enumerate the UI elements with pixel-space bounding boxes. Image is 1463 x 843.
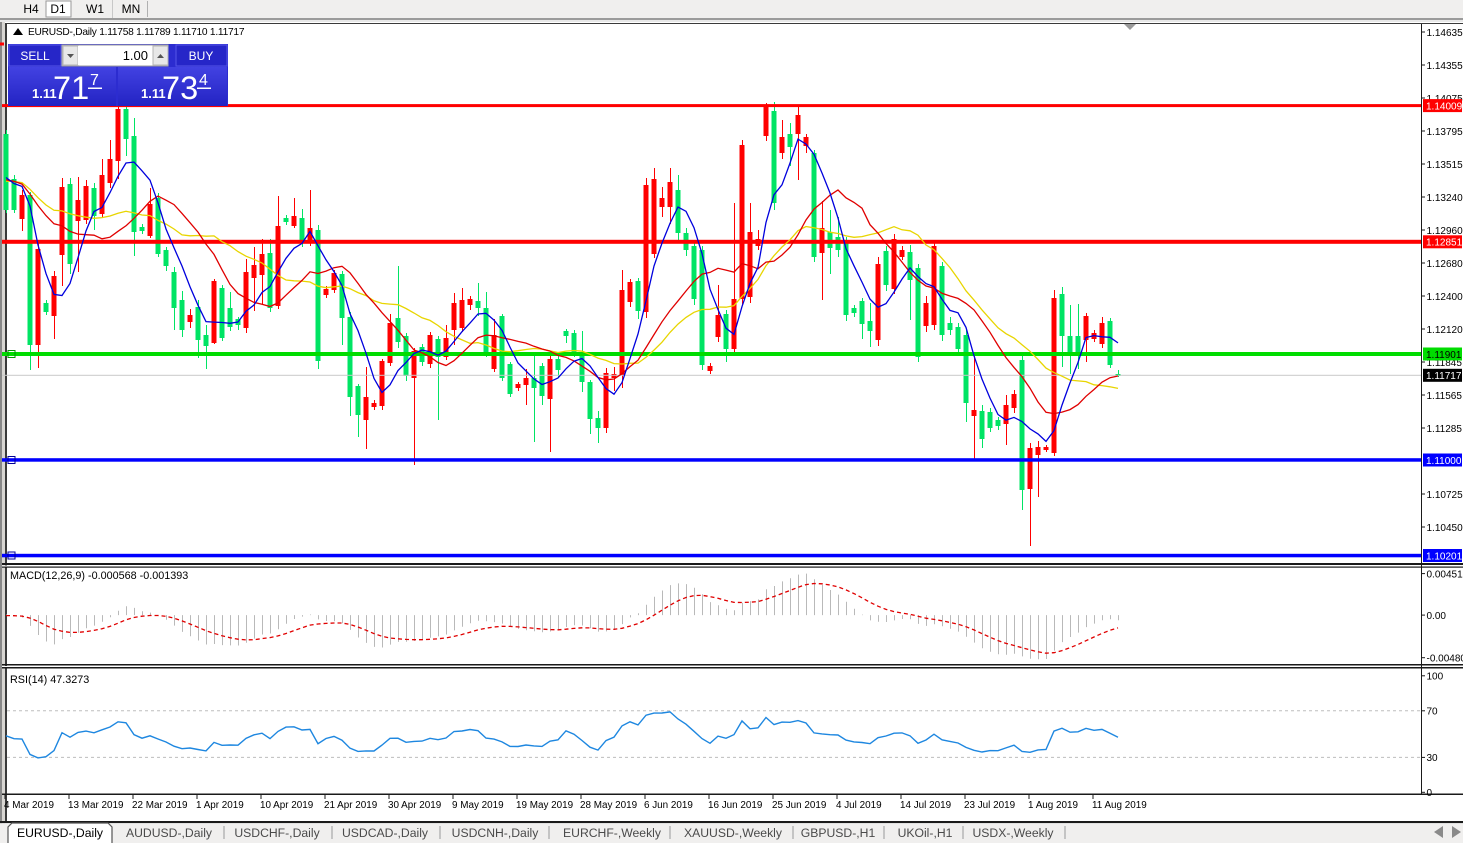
svg-text:21 Apr 2019: 21 Apr 2019 bbox=[324, 800, 378, 811]
svg-text:0: 0 bbox=[1427, 788, 1433, 799]
svg-text:28 May 2019: 28 May 2019 bbox=[580, 800, 638, 811]
svg-text:GBPUSD-,H1: GBPUSD-,H1 bbox=[801, 826, 876, 840]
svg-text:1.12400: 1.12400 bbox=[1427, 292, 1463, 303]
svg-text:7: 7 bbox=[90, 72, 99, 89]
svg-text:4 Jul 2019: 4 Jul 2019 bbox=[836, 800, 882, 811]
svg-text:14 Jul 2019: 14 Jul 2019 bbox=[900, 800, 952, 811]
svg-text:1.11901: 1.11901 bbox=[1426, 350, 1462, 361]
svg-text:4 Mar 2019: 4 Mar 2019 bbox=[4, 800, 54, 811]
svg-text:EURCHF-,Weekly: EURCHF-,Weekly bbox=[563, 826, 662, 840]
svg-text:1.12851: 1.12851 bbox=[1426, 238, 1463, 249]
svg-text:-0.004806: -0.004806 bbox=[1427, 654, 1463, 665]
svg-text:MN: MN bbox=[122, 2, 141, 16]
svg-text:1.11717: 1.11717 bbox=[1426, 371, 1462, 382]
svg-text:1.11565: 1.11565 bbox=[1427, 391, 1463, 402]
svg-text:MACD(12,26,9) -0.000568 -0.001: MACD(12,26,9) -0.000568 -0.001393 bbox=[10, 570, 188, 582]
svg-text:0.00: 0.00 bbox=[1427, 611, 1447, 622]
svg-text:1.14355: 1.14355 bbox=[1427, 61, 1463, 72]
svg-text:30 Apr 2019: 30 Apr 2019 bbox=[388, 800, 442, 811]
svg-text:1.14635: 1.14635 bbox=[1427, 28, 1463, 39]
svg-text:25 Jun 2019: 25 Jun 2019 bbox=[772, 800, 827, 811]
svg-text:USDX-,Weekly: USDX-,Weekly bbox=[972, 826, 1054, 840]
svg-text:1.10201: 1.10201 bbox=[1426, 551, 1463, 562]
svg-text:1.00: 1.00 bbox=[123, 48, 148, 63]
svg-text:USDCAD-,Daily: USDCAD-,Daily bbox=[342, 826, 429, 840]
svg-text:SELL: SELL bbox=[20, 49, 50, 63]
svg-text:1.12120: 1.12120 bbox=[1427, 325, 1463, 336]
svg-text:1.10450: 1.10450 bbox=[1427, 523, 1463, 534]
svg-text:1.11: 1.11 bbox=[32, 86, 57, 101]
svg-text:1.13515: 1.13515 bbox=[1427, 160, 1463, 171]
svg-text:1.11845: 1.11845 bbox=[1427, 358, 1463, 369]
svg-text:71: 71 bbox=[53, 70, 89, 106]
svg-text:1.14009: 1.14009 bbox=[1426, 101, 1463, 112]
svg-text:100: 100 bbox=[1427, 672, 1444, 683]
svg-text:1.11: 1.11 bbox=[141, 86, 166, 101]
svg-text:1.12960: 1.12960 bbox=[1427, 226, 1463, 237]
svg-text:11 Aug 2019: 11 Aug 2019 bbox=[1092, 800, 1147, 811]
svg-text:H4: H4 bbox=[23, 2, 39, 16]
svg-text:RSI(14) 47.3273: RSI(14) 47.3273 bbox=[10, 674, 89, 686]
svg-text:30: 30 bbox=[1427, 753, 1439, 764]
svg-text:EURUSD-,Daily: EURUSD-,Daily bbox=[17, 826, 104, 840]
svg-text:USDCHF-,Daily: USDCHF-,Daily bbox=[234, 826, 320, 840]
svg-text:70: 70 bbox=[1427, 707, 1439, 718]
svg-text:USDCNH-,Daily: USDCNH-,Daily bbox=[452, 826, 540, 840]
svg-text:16 Jun 2019: 16 Jun 2019 bbox=[708, 800, 763, 811]
svg-text:UKOil-,H1: UKOil-,H1 bbox=[898, 826, 953, 840]
svg-text:1 Apr 2019: 1 Apr 2019 bbox=[196, 800, 244, 811]
svg-text:22 Mar 2019: 22 Mar 2019 bbox=[132, 800, 188, 811]
svg-text:D1: D1 bbox=[50, 2, 66, 16]
svg-text:4: 4 bbox=[199, 72, 208, 89]
svg-text:1.11000: 1.11000 bbox=[1426, 456, 1462, 467]
svg-text:13 Mar 2019: 13 Mar 2019 bbox=[68, 800, 124, 811]
svg-text:10 Apr 2019: 10 Apr 2019 bbox=[260, 800, 314, 811]
svg-text:1 Aug 2019: 1 Aug 2019 bbox=[1028, 800, 1078, 811]
svg-text:W1: W1 bbox=[86, 2, 104, 16]
svg-text:9 May 2019: 9 May 2019 bbox=[452, 800, 504, 811]
svg-text:23 Jul 2019: 23 Jul 2019 bbox=[964, 800, 1016, 811]
svg-text:1.12680: 1.12680 bbox=[1427, 259, 1463, 270]
svg-text:1.13240: 1.13240 bbox=[1427, 193, 1463, 204]
svg-text:1.10725: 1.10725 bbox=[1427, 490, 1463, 501]
svg-text:1.13795: 1.13795 bbox=[1427, 127, 1463, 138]
svg-text:1.11285: 1.11285 bbox=[1427, 424, 1463, 435]
svg-text:0.004517: 0.004517 bbox=[1427, 569, 1463, 580]
svg-text:EURUSD-,Daily 1.11758 1.11789: EURUSD-,Daily 1.11758 1.11789 1.11710 1.… bbox=[28, 27, 245, 38]
svg-text:BUY: BUY bbox=[189, 49, 214, 63]
svg-text:73: 73 bbox=[162, 70, 198, 106]
svg-text:AUDUSD-,Daily: AUDUSD-,Daily bbox=[126, 826, 213, 840]
svg-text:6 Jun 2019: 6 Jun 2019 bbox=[644, 800, 693, 811]
svg-text:XAUUSD-,Weekly: XAUUSD-,Weekly bbox=[684, 826, 783, 840]
svg-text:19 May 2019: 19 May 2019 bbox=[516, 800, 574, 811]
